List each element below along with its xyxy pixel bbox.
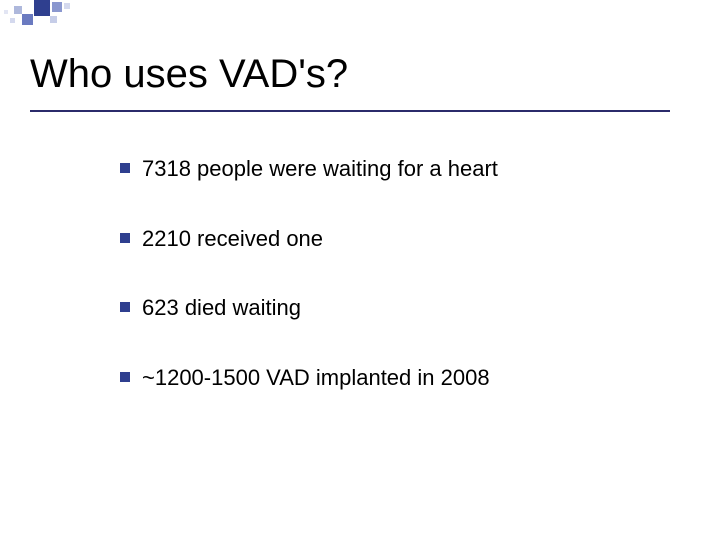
deco-square xyxy=(4,10,8,14)
bullet-list: 7318 people were waiting for a heart 221… xyxy=(120,155,660,433)
bullet-text: ~1200-1500 VAD implanted in 2008 xyxy=(142,364,490,392)
list-item: 2210 received one xyxy=(120,225,660,253)
bullet-text: 623 died waiting xyxy=(142,294,301,322)
bullet-text: 7318 people were waiting for a heart xyxy=(142,155,498,183)
bullet-marker-icon xyxy=(120,233,130,243)
deco-square xyxy=(52,2,62,12)
list-item: 7318 people were waiting for a heart xyxy=(120,155,660,183)
list-item: 623 died waiting xyxy=(120,294,660,322)
bullet-marker-icon xyxy=(120,372,130,382)
deco-square xyxy=(64,3,70,9)
deco-square xyxy=(22,14,33,25)
title-underline xyxy=(30,110,670,112)
bullet-marker-icon xyxy=(120,302,130,312)
deco-square xyxy=(10,18,15,23)
bullet-marker-icon xyxy=(120,163,130,173)
corner-decoration xyxy=(0,0,130,30)
slide-title: Who uses VAD's? xyxy=(30,52,348,97)
bullet-text: 2210 received one xyxy=(142,225,323,253)
deco-square xyxy=(34,0,50,16)
list-item: ~1200-1500 VAD implanted in 2008 xyxy=(120,364,660,392)
deco-square xyxy=(50,16,57,23)
deco-square xyxy=(14,6,22,14)
